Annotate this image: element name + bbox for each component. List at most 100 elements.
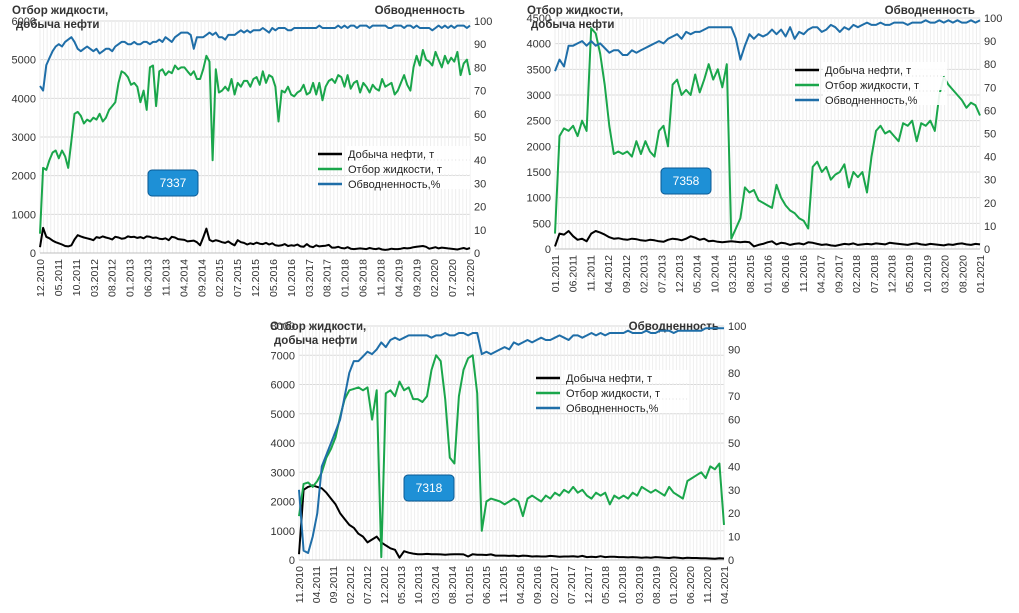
x-tick-label: 12.2010 <box>35 259 47 297</box>
x-tick-label: 11.2013 <box>160 259 172 296</box>
x-tick-label: 08.2015 <box>745 255 757 293</box>
right-axis-title: Обводненность <box>885 5 975 17</box>
x-tick-label: 01.2020 <box>668 566 680 604</box>
x-tick-label: 05.2018 <box>600 566 612 604</box>
x-tick-label: 01.2015 <box>464 566 476 604</box>
left-axis-title-line1: Отбор жидкости, <box>12 5 108 17</box>
x-tick-label: 04.2019 <box>393 259 405 297</box>
well-badge-label: 7337 <box>160 176 187 190</box>
x-tick-label: 09.2019 <box>411 259 423 297</box>
y-left-tick-label: 4000 <box>12 93 36 105</box>
x-tick-label: 10.2014 <box>709 255 721 293</box>
x-tick-label: 07.2012 <box>362 566 374 604</box>
series-line-watercut <box>554 19 981 72</box>
x-tick-label: 10.2013 <box>413 566 425 604</box>
y-right-tick-label: 10 <box>728 532 740 544</box>
y-left-tick-label: 1000 <box>527 193 551 205</box>
y-left-tick-label: 0 <box>545 244 551 256</box>
y-right-tick-label: 40 <box>728 461 740 473</box>
legend-label: Обводненность,% <box>825 95 918 107</box>
chart-panel-7337: 0 1000 2000 3000 4000 5000 6000 0 10 20 30 40 50 60 70… <box>12 5 493 297</box>
y-right-tick-label: 0 <box>984 244 990 256</box>
y-left-tick-label: 1000 <box>12 209 36 221</box>
x-tick-label: 10.2018 <box>617 566 629 604</box>
y-left-tick-label: 500 <box>533 218 551 230</box>
left-axis-title-line1: Отбор жидкости, <box>527 5 623 17</box>
legend-label: Добыча нефти, т <box>825 65 911 77</box>
legend-label: Отбор жидкости, т <box>566 388 660 400</box>
legend-bg <box>346 176 470 189</box>
x-tick-label: 04.2021 <box>719 566 731 604</box>
y-left-tick-label: 6000 <box>12 16 36 28</box>
legend-bg <box>823 62 947 75</box>
series-line-oil <box>298 484 725 560</box>
x-tick-label: 10.2019 <box>922 255 934 293</box>
y-left-tick-label: 7000 <box>271 350 295 362</box>
x-tick-label: 02.2012 <box>345 566 357 604</box>
y-right-tick-label: 60 <box>728 415 740 427</box>
y-left-tick-label: 5000 <box>271 409 295 421</box>
x-tick-label: 02.2015 <box>214 259 226 297</box>
x-tick-label: 05.2016 <box>268 259 280 297</box>
x-tick-label: 03.2019 <box>634 566 646 604</box>
legend-bg <box>346 161 470 174</box>
y-right-tick-label: 30 <box>474 178 486 190</box>
y-right-tick-label: 50 <box>984 129 996 141</box>
y-left-tick-label: 8000 <box>271 321 295 333</box>
y-right-tick-label: 90 <box>984 36 996 48</box>
series-line-liquid <box>554 27 981 240</box>
x-tick-label: 09.2014 <box>196 259 208 297</box>
x-tick-label: 01.2013 <box>125 259 137 297</box>
y-right-tick-label: 0 <box>474 248 480 260</box>
x-tick-label: 06.2013 <box>143 259 155 297</box>
legend-bg <box>823 77 947 90</box>
legend-bg <box>564 385 688 398</box>
left-axis-title-line2: добыча нефти <box>531 19 614 31</box>
y-left-tick-label: 2500 <box>527 116 551 128</box>
x-tick-label: 08.2012 <box>107 259 119 297</box>
x-tick-label: 08.2017 <box>322 259 334 297</box>
y-left-tick-label: 4000 <box>527 39 551 51</box>
x-tick-label: 11.2011 <box>585 255 597 292</box>
y-right-tick-label: 20 <box>984 198 996 210</box>
y-right-tick-label: 0 <box>728 555 734 567</box>
left-axis-title-line2: добыча нефти <box>274 335 357 347</box>
x-tick-label: 07.2018 <box>869 255 881 293</box>
x-tick-label: 01.2021 <box>975 255 987 293</box>
x-tick-label: 07.2015 <box>232 259 244 297</box>
series-line-oil <box>554 230 981 248</box>
y-right-tick-label: 100 <box>474 16 492 28</box>
y-right-tick-label: 20 <box>728 508 740 520</box>
y-right-tick-label: 100 <box>728 321 746 333</box>
x-tick-label: 06.2011 <box>568 255 580 292</box>
y-left-tick-label: 3000 <box>271 467 295 479</box>
y-left-tick-label: 4500 <box>527 13 551 25</box>
series-line-liquid <box>39 49 471 234</box>
x-tick-label: 04.2017 <box>816 255 828 293</box>
x-tick-label: 07.2017 <box>566 566 578 604</box>
x-tick-label: 01.2018 <box>340 259 352 297</box>
legend-bg <box>823 92 947 105</box>
well-badge-label: 7318 <box>416 481 443 495</box>
x-tick-label: 11.2018 <box>375 259 387 296</box>
y-left-tick-label: 3000 <box>12 132 36 144</box>
x-tick-label: 03.2012 <box>89 259 101 297</box>
y-right-tick-label: 40 <box>984 152 996 164</box>
x-tick-label: 04.2012 <box>603 255 615 293</box>
x-tick-label: 03.2014 <box>430 566 442 604</box>
y-right-tick-label: 100 <box>984 13 1002 25</box>
x-tick-label: 09.2016 <box>532 566 544 604</box>
x-tick-label: 05.2019 <box>904 255 916 293</box>
y-right-tick-label: 70 <box>474 86 486 98</box>
x-tick-label: 11.2015 <box>498 566 510 603</box>
x-tick-label: 09.2012 <box>621 255 633 293</box>
x-tick-label: 12.2013 <box>674 255 686 293</box>
x-tick-label: 07.2020 <box>447 259 459 297</box>
x-tick-label: 12.2015 <box>250 259 262 297</box>
x-tick-label: 01.2016 <box>763 255 775 293</box>
x-tick-label: 12.2012 <box>379 566 391 604</box>
x-tick-label: 10.2011 <box>71 259 83 296</box>
y-left-tick-label: 5000 <box>12 55 36 67</box>
y-right-tick-label: 20 <box>474 202 486 214</box>
x-tick-label: 06.2015 <box>481 566 493 604</box>
